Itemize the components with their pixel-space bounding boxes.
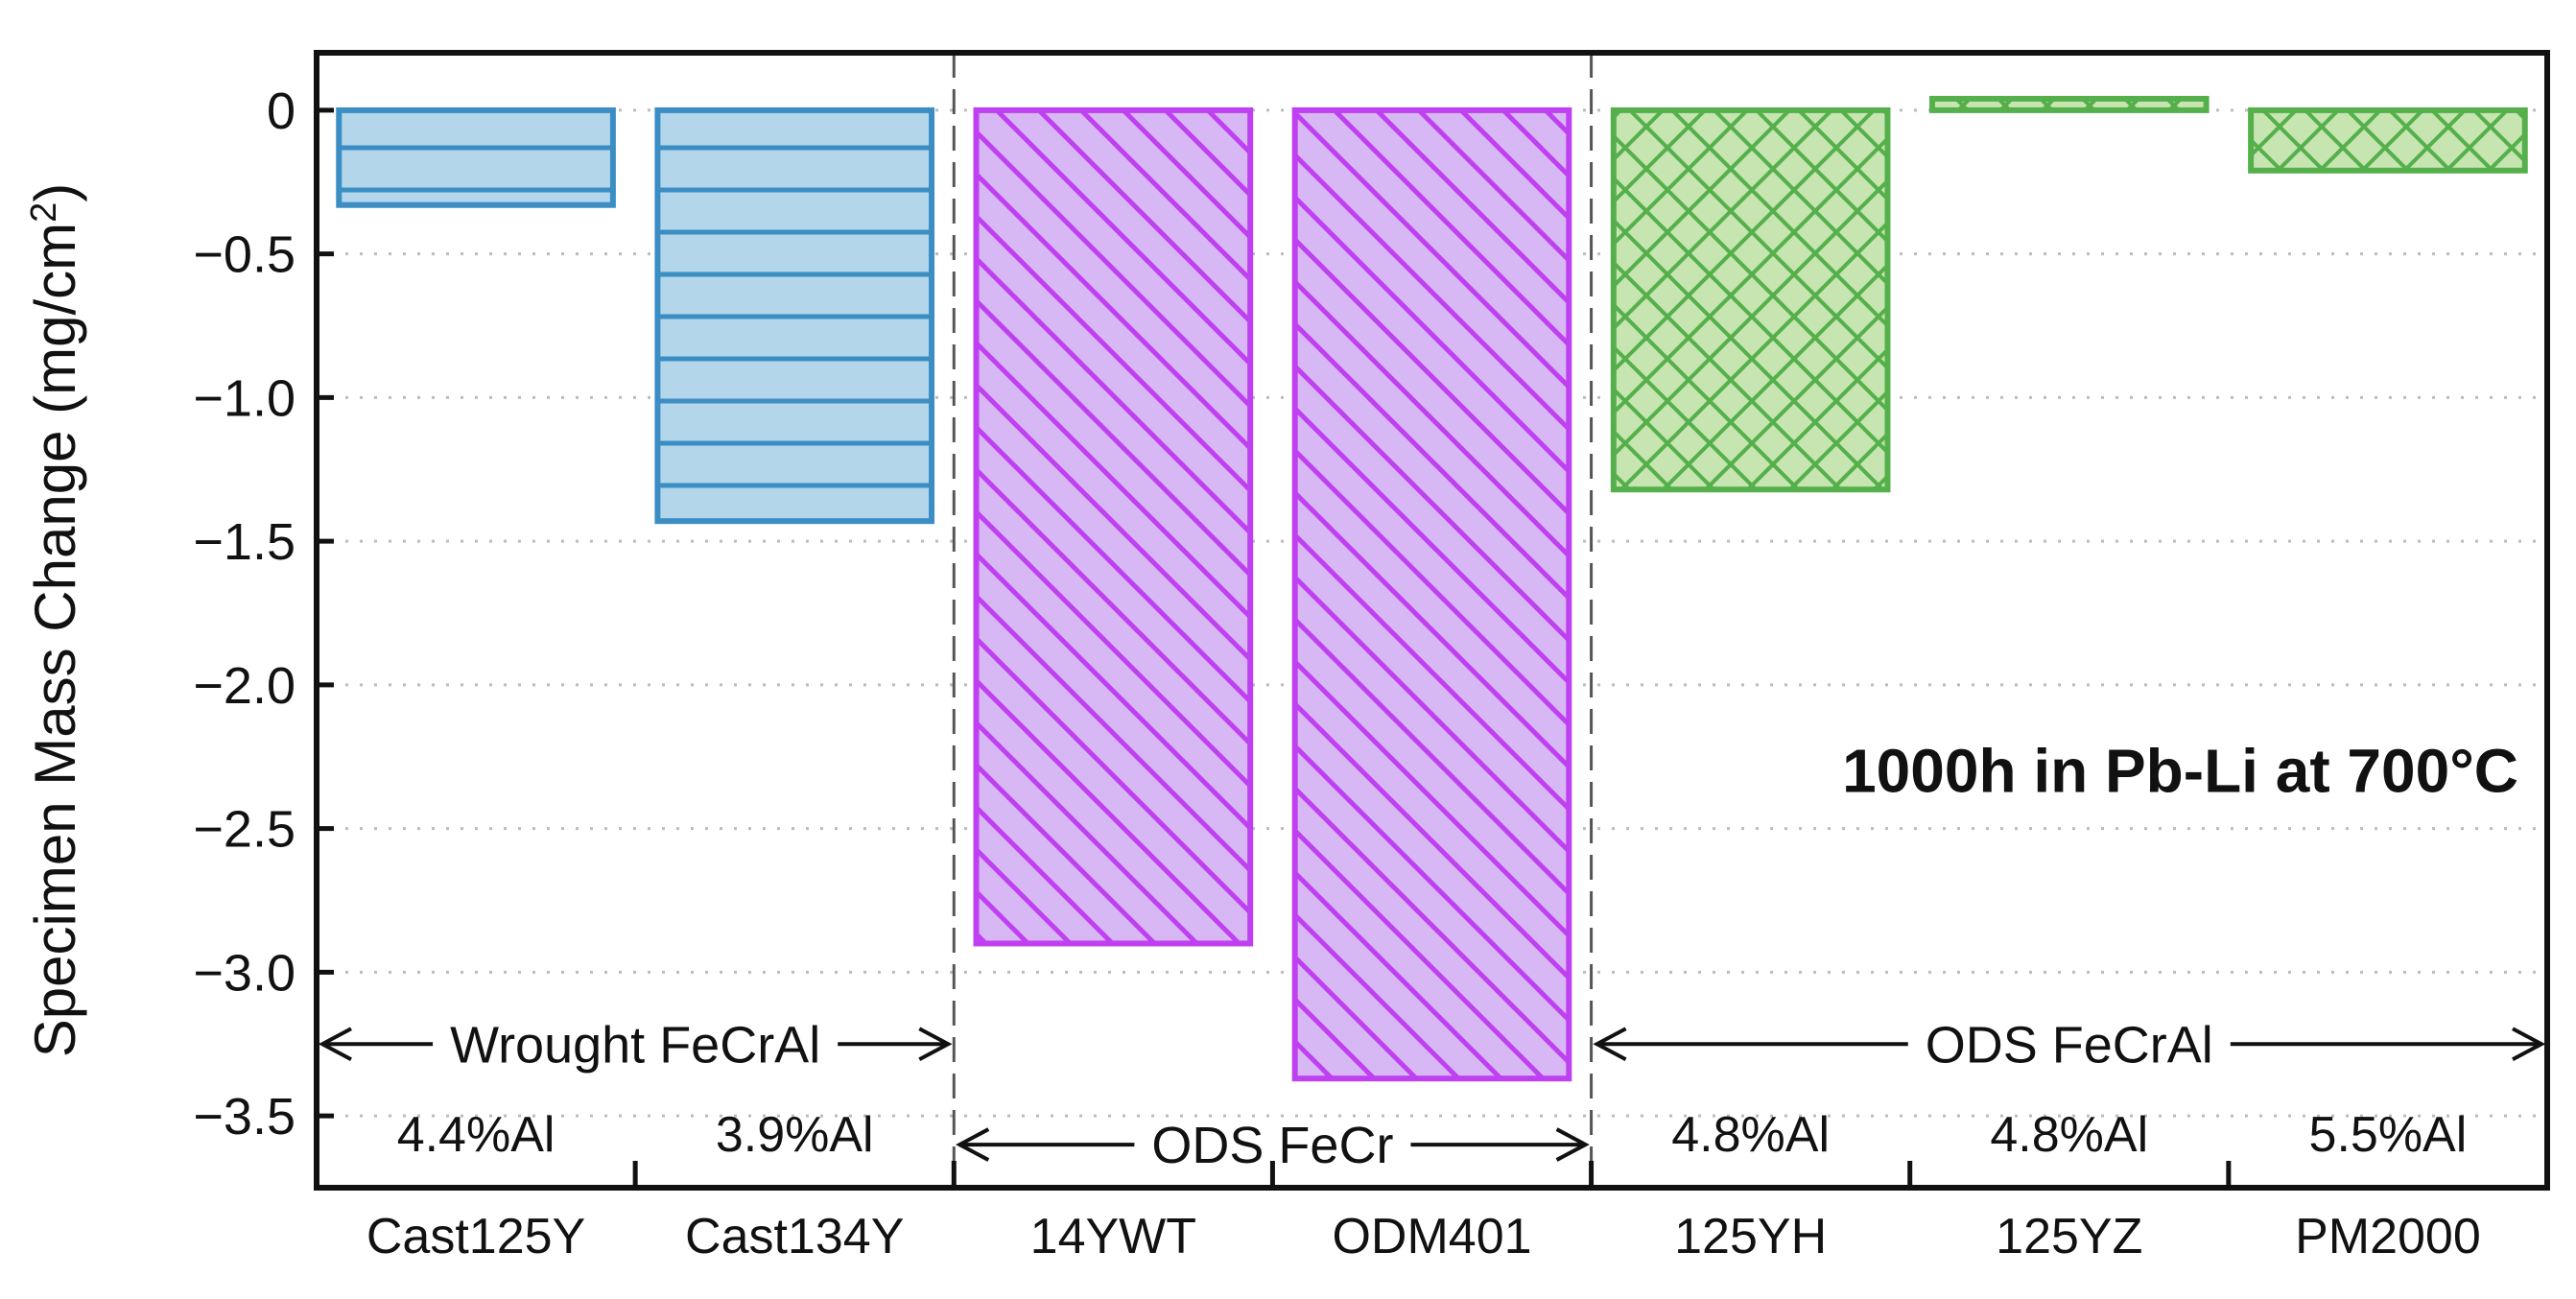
- y-tick-label: −2.0: [193, 657, 295, 715]
- y-axis-ticks: 0 −0.5 −1.0 −1.5 −2.0 −2.5 −3.0 −3.5: [193, 83, 334, 1145]
- y-tick-label: 0: [267, 83, 295, 140]
- plot-frame: [314, 50, 2550, 1191]
- arrow-head-right: [918, 1027, 953, 1062]
- x-axis-labels: Cast125Y Cast134Y 14YWT ODM401 125YH 125YZ PM2…: [366, 1209, 2481, 1264]
- bar-ODM401: [1291, 106, 1572, 1082]
- bar-Cast134Y: [654, 106, 935, 525]
- x-category-label: Cast134Y: [685, 1209, 904, 1264]
- al-content-label: 5.5%Al: [2309, 1107, 2468, 1163]
- bar-Cast125Y: [336, 106, 616, 208]
- x-category-label: 125YZ: [1996, 1209, 2142, 1264]
- group-label-wrought: Wrought FeCrAl: [450, 1016, 820, 1074]
- y-axis-label-close: ): [23, 183, 87, 202]
- condition-annotation: 1000h in Pb-Li at 700°C: [1842, 737, 2518, 806]
- bar-125YH: [1610, 106, 1891, 493]
- y-axis-label: Specimen Mass Change (mg/cm2): [23, 183, 87, 1057]
- al-content-label: 4.8%Al: [1990, 1107, 2148, 1163]
- y-axis-label-superscript: 2: [24, 202, 64, 223]
- x-category-label: PM2000: [2295, 1209, 2481, 1264]
- x-category-label: Cast125Y: [366, 1209, 585, 1264]
- al-content-label: 4.8%Al: [1671, 1107, 1830, 1163]
- x-category-label: 14YWT: [1030, 1209, 1196, 1264]
- y-tick-label: −2.5: [193, 801, 295, 859]
- x-category-label: 125YH: [1674, 1209, 1827, 1264]
- al-content-label: 3.9%Al: [716, 1107, 874, 1163]
- group-label-odsfecral: ODS FeCrAl: [1926, 1016, 2213, 1074]
- arrow-head-left: [956, 1127, 990, 1162]
- arrow-head-left: [318, 1027, 352, 1062]
- plot-border: [314, 50, 2550, 1191]
- y-axis-label-main: Specimen Mass Change (mg/cm: [23, 223, 87, 1057]
- arrow-head-right: [2512, 1027, 2546, 1062]
- x-category-label: ODM401: [1332, 1209, 1531, 1264]
- bars: [336, 95, 2528, 1082]
- arrow-head-left: [1593, 1027, 1627, 1062]
- y-tick-label: −1.0: [193, 369, 295, 427]
- al-content-label: 4.4%Al: [397, 1107, 555, 1163]
- y-tick-label: −3.0: [193, 944, 295, 1002]
- bar-PM2000: [2248, 106, 2528, 174]
- y-tick-label: −3.5: [193, 1088, 295, 1145]
- bar-14YWT: [973, 106, 1254, 947]
- y-tick-label: −1.5: [193, 513, 295, 571]
- bar-125YZ: [1928, 95, 2210, 113]
- arrow-head-right: [1555, 1127, 1590, 1162]
- y-tick-label: −0.5: [193, 226, 295, 284]
- group-separators: [952, 53, 1594, 1188]
